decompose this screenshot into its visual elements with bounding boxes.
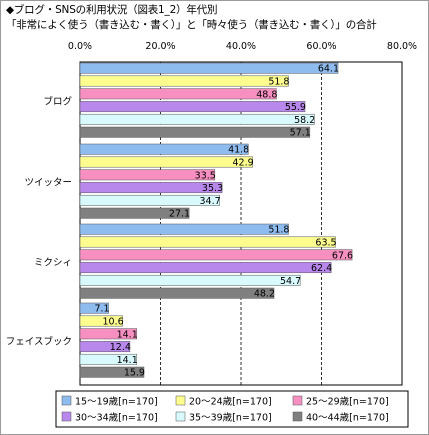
data-label: 14.1 [117,329,138,340]
bar [79,194,220,206]
category-label: ツイッター [24,177,72,188]
bar [79,113,315,125]
bar [79,126,311,138]
data-label: 48.8 [256,89,277,100]
data-label: 58.2 [294,115,315,126]
legend-swatch [175,395,186,406]
bar [79,62,339,74]
legend-label: 40～44歳[n=170] [306,412,389,424]
bar [79,101,306,113]
data-label: 15.9 [124,368,145,379]
data-label: 51.8 [268,77,289,88]
bar [79,169,216,181]
data-label: 27.1 [169,209,190,220]
bar [79,328,138,340]
category-label: フェイスブック [6,335,72,347]
bar [79,341,131,353]
chart-subtitle: 「非常によく使う（書き込む・書く）」と「時々使う（書き込む・書く）」の合計 [6,19,377,31]
category-label: ミクシィ [34,257,72,268]
legend-label: 30～34歳[n=170] [75,412,158,424]
bar [79,287,275,299]
data-label: 34.7 [200,196,221,207]
data-label: 7.1 [94,304,109,315]
bar [79,249,353,261]
legend-swatch [61,395,72,406]
legend-swatch [292,411,303,422]
data-label: 42.9 [233,158,254,169]
bar [79,262,332,274]
x-tick-label: 0.0% [68,41,92,52]
bar [79,274,301,286]
bar [79,75,289,87]
data-label: 33.5 [195,170,216,181]
legend-label: 20～24歳[n=170] [189,396,272,408]
x-tick-label: 20.0% [145,41,175,52]
bar [79,182,223,194]
data-label: 12.4 [110,342,131,353]
data-label: 10.6 [103,317,124,328]
data-label: 54.7 [280,276,301,287]
data-label: 67.6 [332,250,353,261]
data-label: 35.3 [202,183,223,194]
data-label: 62.4 [311,263,332,274]
category-label: ブログ [43,95,72,107]
data-label: 41.8 [228,145,249,156]
legend-swatch [61,411,72,422]
bar [79,315,123,327]
legend-box [55,390,409,428]
legend-swatch [292,395,303,406]
data-label: 57.1 [290,128,311,139]
legend-label: 25～29歳[n=170] [306,396,389,408]
data-label: 63.5 [315,238,336,249]
legend-label: 15～19歳[n=170] [75,396,158,408]
bar [79,207,190,219]
bar [79,223,289,235]
legend-swatch [175,411,186,422]
x-tick-label: 40.0% [226,41,256,52]
chart-title: ◆ブログ・SNSの利用状況（図表1_2）年代別 [6,4,218,16]
x-tick-label: 80.0% [387,41,417,52]
data-label: 51.8 [268,225,289,236]
legend-label: 35～39歳[n=170] [189,412,272,424]
bar [79,143,249,155]
bar [79,353,138,365]
bar [79,236,336,248]
bar [79,88,277,100]
data-label: 14.1 [117,355,138,366]
data-label: 64.1 [318,64,339,75]
x-tick-label: 60.0% [306,41,336,52]
bar [79,302,109,314]
data-label: 55.9 [285,102,306,113]
bar [79,156,253,168]
bar [79,366,145,378]
data-label: 48.2 [254,289,275,300]
